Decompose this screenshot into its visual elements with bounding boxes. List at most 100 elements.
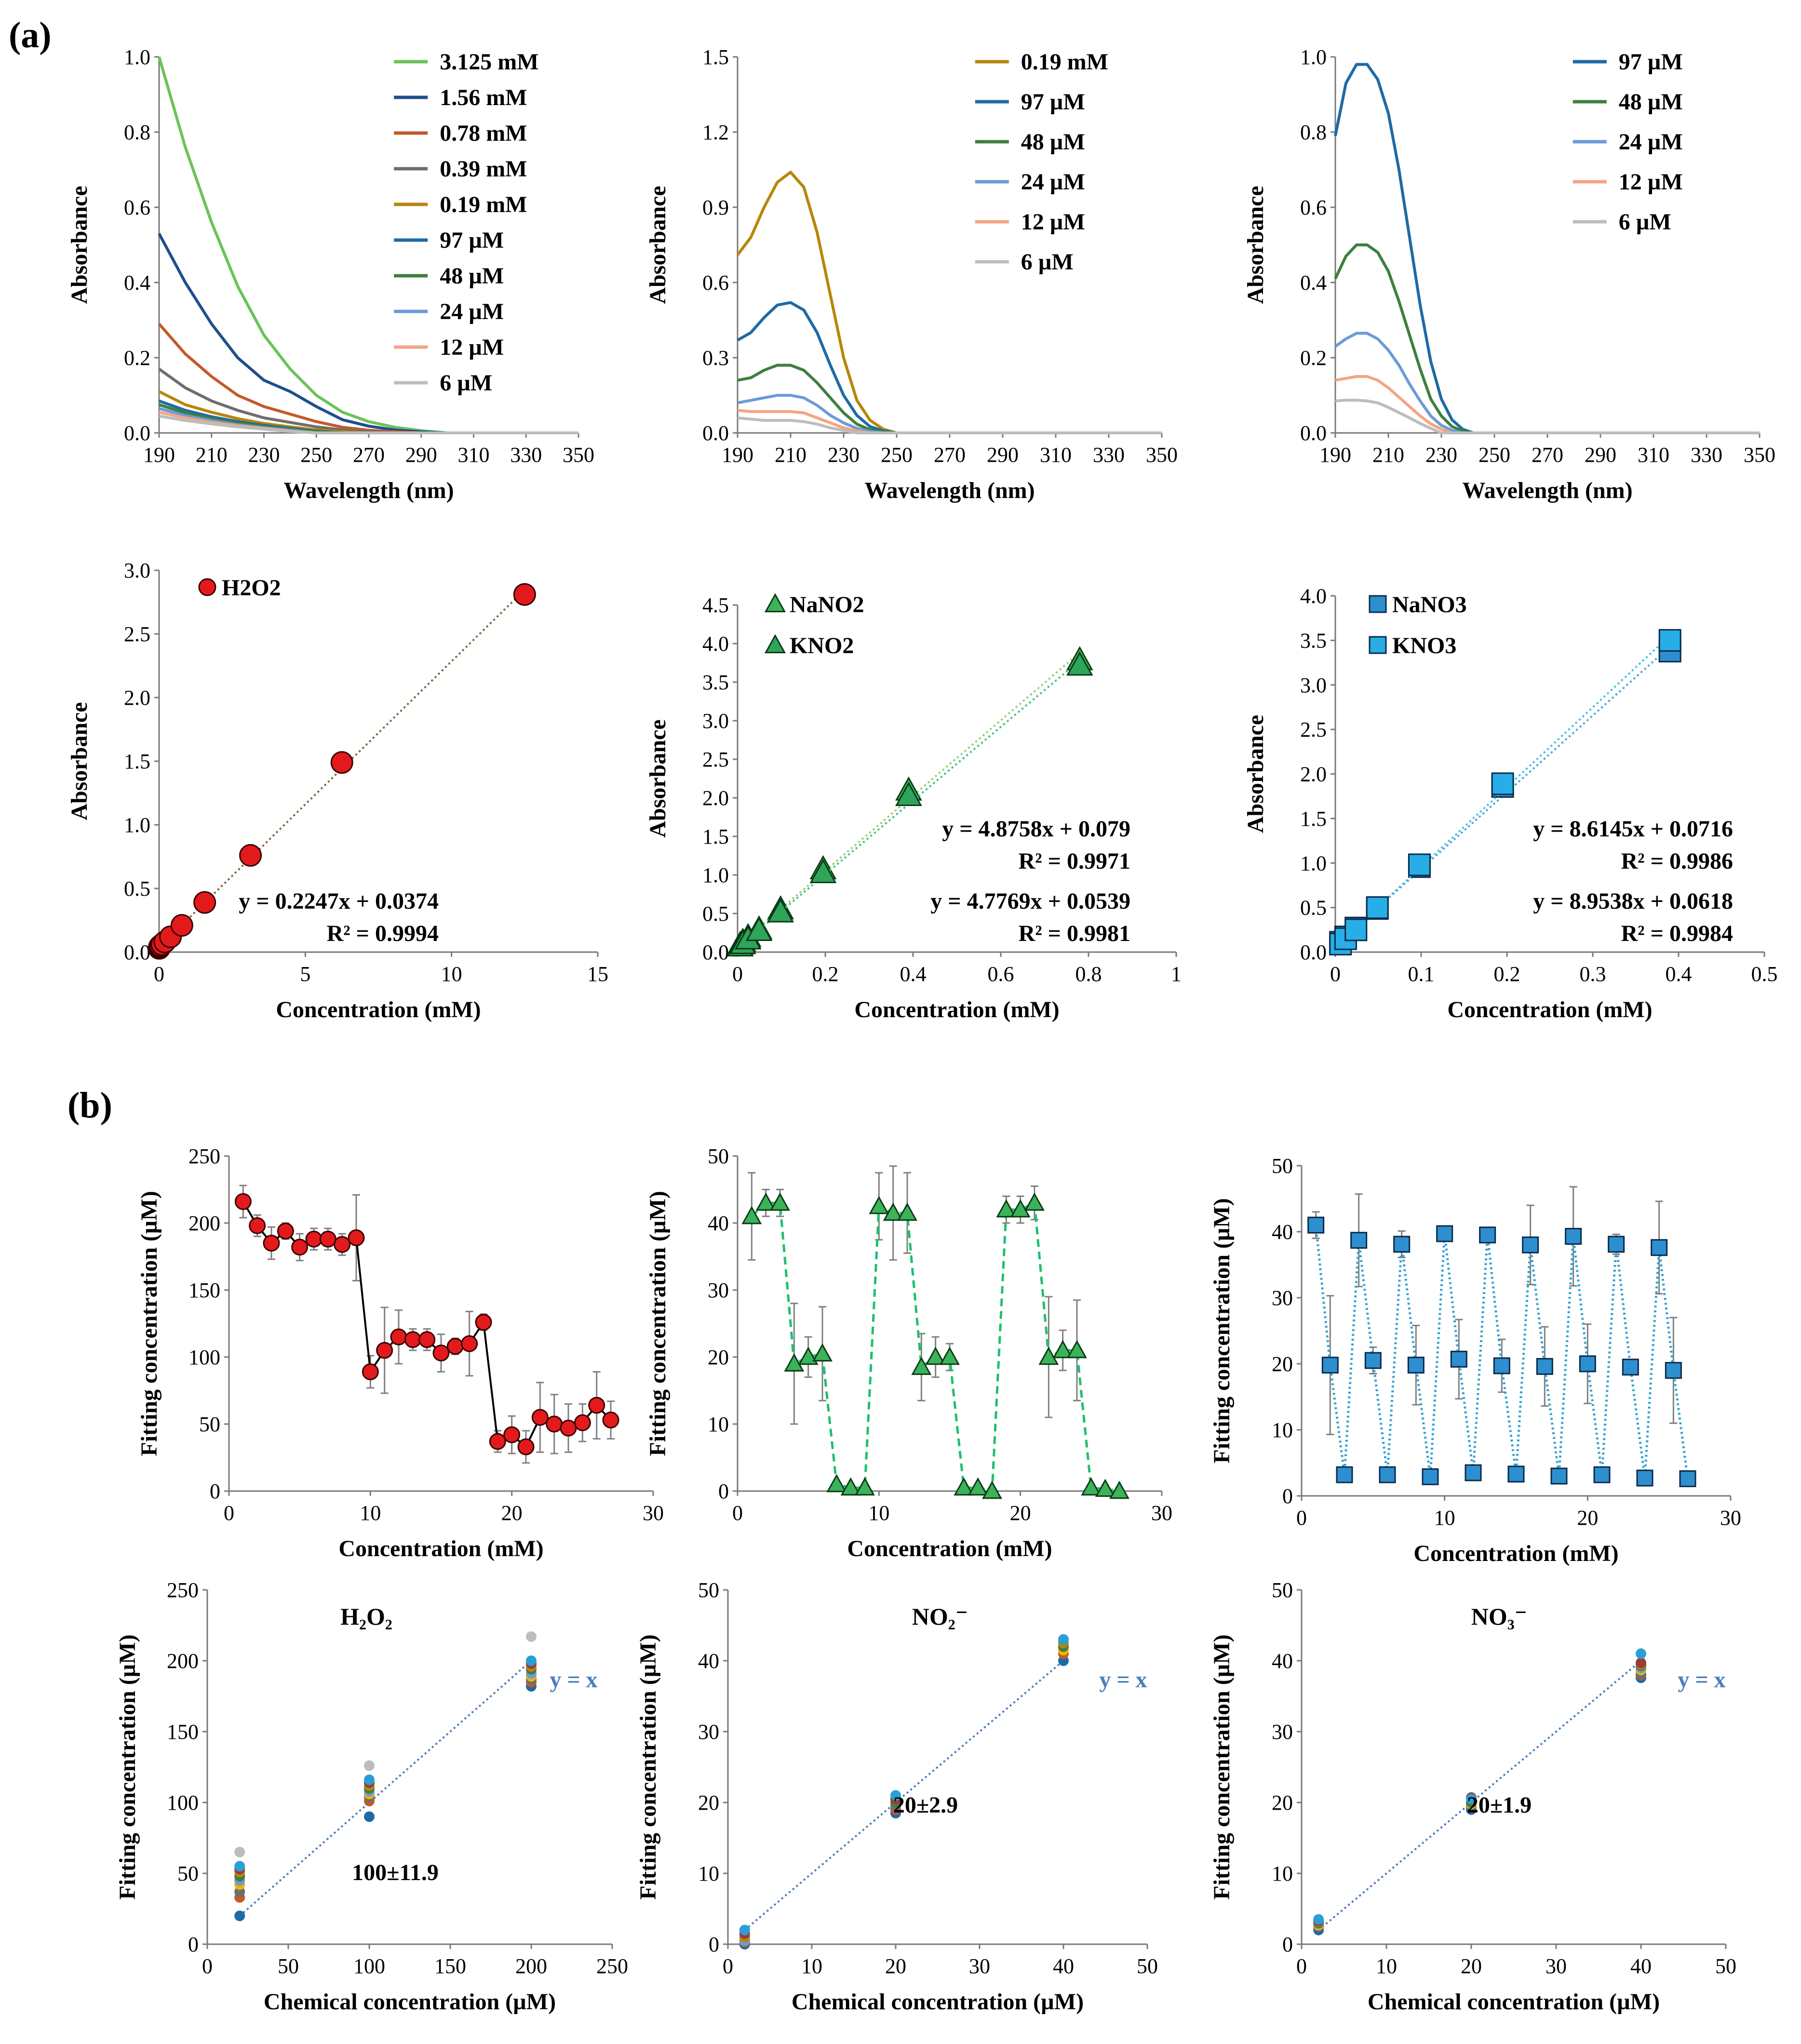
fit-equation: R² = 0.9984 xyxy=(1621,921,1733,946)
x-tick-label: 290 xyxy=(405,443,437,467)
y-tick-label: 0.2 xyxy=(124,346,150,370)
data-point xyxy=(1010,1199,1031,1218)
x-tick-label: 310 xyxy=(1040,443,1072,467)
x-tick-label: 150 xyxy=(434,1954,466,1978)
x-tick-label: 0 xyxy=(1296,1954,1307,1978)
y-tick-label: 0.3 xyxy=(702,346,729,370)
data-point xyxy=(489,1433,506,1450)
y-tick-label: 1.0 xyxy=(702,863,729,887)
series-line xyxy=(737,416,1162,434)
data-point xyxy=(1407,1357,1425,1374)
no3_fitting_seq-chart: 0 10 20 30 40 50 0 10 20 30 Concentration (mM) Fitt… xyxy=(1209,1154,1741,1566)
y-tick-label: 40 xyxy=(1272,1220,1293,1244)
data-point xyxy=(234,1193,252,1210)
legend-label: 0.19 mM xyxy=(440,192,527,217)
x-tick-label: 310 xyxy=(458,443,490,467)
data-point xyxy=(1313,1914,1324,1925)
y-tick-label: 1.5 xyxy=(1300,807,1327,831)
series-line xyxy=(159,414,578,434)
no3_parity-chart: 0 10 20 30 40 50 0 10 20 30 40 50 Chemical concentra… xyxy=(1209,1578,1736,2015)
y-tick-label: 0.5 xyxy=(124,877,150,901)
y-axis-label: Fitting concentration (µM) xyxy=(1209,1198,1235,1463)
data-point xyxy=(446,1338,464,1355)
reference-label: y = x xyxy=(550,1667,597,1693)
legend-marker xyxy=(1369,636,1387,654)
x-axis-label: Chemical concentration (µM) xyxy=(1368,1989,1660,2015)
y-tick-label: 4.0 xyxy=(702,632,729,656)
x-tick-label: 190 xyxy=(143,443,175,467)
data-point xyxy=(1466,1793,1477,1804)
y-tick-label: 150 xyxy=(188,1278,220,1302)
series-line xyxy=(1334,332,1760,434)
reference-line xyxy=(239,1660,532,1917)
y-tick-label: 1.5 xyxy=(702,45,729,69)
data-point xyxy=(376,1342,393,1359)
x-tick-label: 350 xyxy=(1146,443,1178,467)
legend-label: 48 µM xyxy=(1619,89,1683,115)
data-point xyxy=(1479,1226,1496,1244)
y-tick-label: 1.0 xyxy=(124,813,150,837)
data-point xyxy=(911,1357,932,1375)
legend-label: 6 µM xyxy=(1619,209,1671,235)
legend-label: KNO3 xyxy=(1392,633,1456,659)
x-tick-label: 100 xyxy=(353,1954,385,1978)
x-tick-label: 210 xyxy=(196,443,228,467)
y-tick-label: 10 xyxy=(1272,1862,1293,1885)
data-point xyxy=(883,1202,903,1221)
legend-label: NaNO3 xyxy=(1392,592,1467,618)
legend-label: 12 µM xyxy=(1619,169,1683,195)
x-tick-label: 20 xyxy=(501,1501,523,1525)
y-axis-label: Fitting concentration (µM) xyxy=(1209,1634,1235,1899)
data-point xyxy=(826,1474,847,1493)
y-tick-label: 0.0 xyxy=(702,941,729,964)
mean-annotation: 100±11.9 xyxy=(352,1860,439,1885)
data-point xyxy=(1364,1352,1382,1369)
fit-equation: y = 4.7769x + 0.0539 xyxy=(930,888,1130,914)
data-point xyxy=(234,1910,245,1922)
x-tick-label: 30 xyxy=(1546,1954,1567,1978)
data-point xyxy=(461,1335,478,1352)
legend-label: 0.19 mM xyxy=(1021,49,1108,75)
fit-equation: R² = 0.9981 xyxy=(1019,921,1130,946)
x-tick-label: 0.3 xyxy=(1580,962,1606,986)
data-point xyxy=(1038,1346,1059,1365)
reference-line xyxy=(744,1660,1064,1931)
reference-label: y = x xyxy=(1099,1667,1147,1693)
x-tick-label: 350 xyxy=(1744,443,1775,467)
data-point xyxy=(503,1426,521,1443)
fit-equation: y = 8.9538x + 0.0618 xyxy=(1533,888,1733,914)
y-tick-label: 1.2 xyxy=(702,121,729,144)
y-axis-label: Absorbance xyxy=(645,186,671,304)
fit-equation: y = 8.6145x + 0.0716 xyxy=(1533,816,1733,842)
x-tick-label: 250 xyxy=(881,443,913,467)
x-axis-label: Chemical concentration (µM) xyxy=(792,1989,1084,2015)
x-tick-label: 10 xyxy=(360,1501,381,1525)
x-tick-label: 40 xyxy=(1053,1954,1074,1978)
y-tick-label: 3.0 xyxy=(124,559,150,582)
data-point xyxy=(263,1235,280,1252)
x-tick-label: 330 xyxy=(510,443,542,467)
legend-label: 48 µM xyxy=(440,263,504,289)
data-point xyxy=(1651,1239,1668,1256)
data-point xyxy=(1608,1236,1625,1253)
x-tick-label: 0 xyxy=(1296,1506,1307,1530)
x-axis-label: Concentration (mM) xyxy=(276,997,481,1022)
data-point xyxy=(319,1230,336,1248)
legend-label: 0.39 mM xyxy=(440,156,527,182)
x-tick-label: 250 xyxy=(596,1954,628,1978)
legend-label: 97 µM xyxy=(1619,49,1683,75)
y-tick-label: 2.0 xyxy=(1300,763,1327,786)
data-point xyxy=(739,1924,750,1936)
fit-equation: y = 0.2247x + 0.0374 xyxy=(239,888,439,914)
legend-label: 1.56 mM xyxy=(440,85,527,110)
x-tick-label: 290 xyxy=(1585,443,1616,467)
y-tick-label: 20 xyxy=(698,1791,719,1815)
x-tick-label: 5 xyxy=(300,962,310,986)
data-point xyxy=(1579,1355,1596,1372)
x-tick-label: 0.4 xyxy=(1666,962,1692,986)
legend-label: 12 µM xyxy=(1021,209,1085,235)
data-point xyxy=(526,1631,537,1642)
no3_spectra-chart: 0.0 0.2 0.4 0.6 0.8 1.0 190 210 230 250 270 290 310 3… xyxy=(1243,45,1775,503)
y-tick-label: 0.5 xyxy=(1300,896,1327,920)
data-point xyxy=(855,1477,875,1496)
